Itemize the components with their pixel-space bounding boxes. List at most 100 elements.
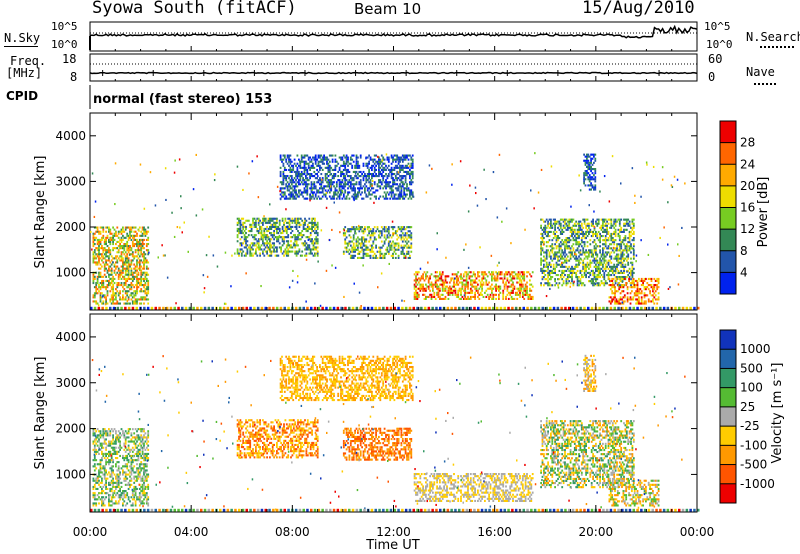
heatmap-cell [550, 226, 552, 229]
heatmap-cell [403, 193, 406, 196]
heatmap-cell [145, 279, 148, 282]
heatmap-cell [281, 183, 283, 186]
heatmap-cell [600, 226, 603, 229]
heatmap-cell [267, 242, 270, 245]
heatmap-cell [636, 298, 639, 301]
heatmap-cell [120, 240, 123, 243]
heatmap-cell [653, 296, 656, 299]
heatmap-cell [576, 284, 579, 287]
heatmap-cell [351, 254, 354, 257]
heatmap-cell [477, 291, 479, 294]
heatmap-cell [362, 256, 365, 259]
heatmap-cell [554, 235, 556, 238]
heatmap-cell [368, 177, 370, 180]
heatmap-cell [344, 168, 347, 171]
heatmap-cell [299, 160, 301, 163]
heatmap-cell [122, 290, 124, 293]
heatmap-cell [127, 275, 130, 278]
heatmap-cell [604, 230, 607, 233]
heatmap-cell [101, 302, 103, 305]
heatmap-cell [106, 269, 109, 272]
heatmap-cell [305, 166, 307, 169]
heatmap-cell [297, 219, 299, 222]
heatmap-cell [613, 257, 616, 260]
heatmap-cell [93, 277, 96, 280]
heatmap-cell [575, 263, 578, 266]
heatmap-cell [376, 175, 379, 178]
heatmap-cell [631, 263, 634, 266]
heatmap-cell [467, 287, 469, 290]
heatmap-cell [290, 250, 292, 253]
heatmap-cell [623, 276, 625, 279]
heatmap-cell [270, 244, 273, 247]
heatmap-cell [312, 166, 314, 169]
heatmap-cell [568, 226, 571, 229]
heatmap-cell [558, 220, 561, 223]
heatmap-cell [357, 191, 359, 194]
heatmap-cell [621, 298, 623, 301]
heatmap-cell [379, 187, 382, 190]
heatmap-cell [309, 248, 312, 251]
heatmap-cell [314, 232, 316, 235]
heatmap-cell [383, 158, 386, 161]
heatmap-cell [465, 243, 467, 246]
heatmap-cell [415, 293, 417, 296]
heatmap-cell [606, 220, 608, 223]
heatmap-cell [568, 237, 571, 240]
heatmap-cell [479, 283, 482, 286]
heatmap-cell [583, 253, 586, 256]
heatmap-cell [600, 259, 603, 262]
heatmap-cell [317, 179, 320, 182]
heatmap-cell [96, 277, 99, 280]
heatmap-cell [290, 160, 293, 163]
heatmap-cell [285, 246, 288, 249]
heatmap-cell [588, 176, 591, 179]
heatmap-cell [143, 257, 145, 260]
heatmap-cell [579, 271, 582, 274]
heatmap-cell [327, 179, 330, 182]
heatmap-cell [102, 228, 105, 231]
heatmap-cell [437, 285, 440, 288]
heatmap-cell [628, 298, 630, 301]
heatmap-cell [133, 302, 136, 305]
heatmap-cell [611, 282, 614, 285]
heatmap-cell [469, 279, 472, 282]
heatmap-cell [410, 191, 413, 194]
heatmap-cell [102, 226, 105, 229]
heatmap-cell [117, 240, 120, 243]
heatmap-cell [608, 296, 611, 299]
heatmap-cell [520, 271, 523, 274]
heatmap-cell [447, 275, 450, 278]
heatmap-cell [617, 253, 620, 256]
heatmap-cell [403, 238, 406, 241]
heatmap-cell [143, 243, 145, 246]
heatmap-cell [247, 230, 250, 233]
heatmap-cell [248, 172, 250, 175]
heatmap-cell [290, 246, 292, 249]
heatmap-cell [110, 259, 113, 262]
heatmap-cell [630, 257, 632, 260]
heatmap-cell [127, 249, 130, 252]
heatmap-cell [576, 278, 579, 281]
heatmap-cell [299, 173, 302, 176]
heatmap-cell [510, 289, 513, 292]
heatmap-cell [383, 181, 386, 184]
heatmap-cell [595, 278, 597, 281]
heatmap-cell [102, 295, 104, 298]
heatmap-cell [526, 289, 528, 292]
heatmap-cell [472, 281, 475, 284]
heatmap-cell [394, 187, 397, 190]
heatmap-cell [253, 234, 256, 237]
heatmap-cell [481, 277, 483, 280]
heatmap-cell [554, 226, 556, 229]
heatmap-cell [465, 281, 468, 284]
heatmap-cell [236, 248, 239, 251]
heatmap-cell [624, 263, 627, 266]
heatmap-cell [401, 197, 404, 200]
heatmap-cell [606, 226, 608, 229]
heatmap-cell [365, 193, 368, 196]
heatmap-cell [401, 299, 403, 302]
heatmap-cell [387, 228, 390, 231]
heatmap-cell [397, 228, 400, 231]
heatmap-cell [285, 195, 288, 198]
